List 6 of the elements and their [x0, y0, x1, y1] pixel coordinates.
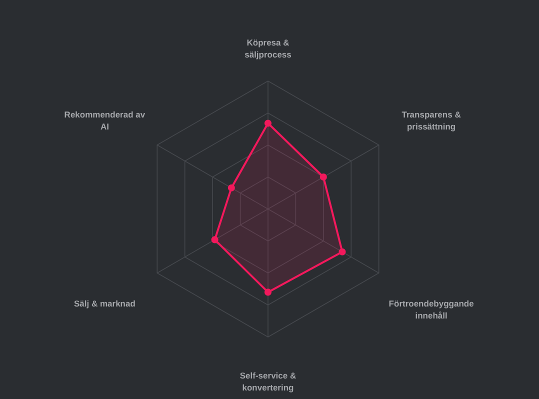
spoke-label: Köpresa & säljprocess: [244, 38, 292, 60]
spoke-label: Transparens & prissättning: [402, 110, 461, 132]
spoke-label: Förtroendebyggande innehåll: [388, 298, 474, 320]
spoke-label: Sälj & marknad: [74, 298, 136, 308]
spoke-label: Self-service & konvertering: [240, 370, 296, 392]
spoke-label: Rekommenderad av AI: [64, 110, 146, 132]
